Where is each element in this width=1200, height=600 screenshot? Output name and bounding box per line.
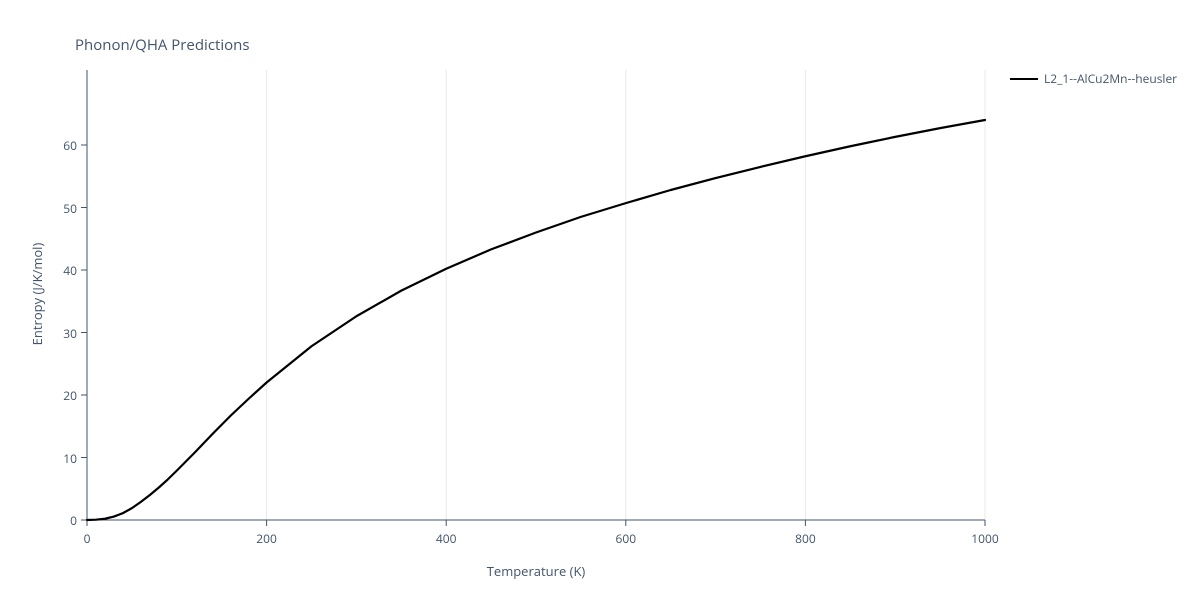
x-tick-label: 800 [790, 530, 820, 547]
x-tick-label: 400 [431, 530, 461, 547]
y-tick-label: 40 [63, 262, 77, 279]
y-tick-label: 0 [70, 512, 77, 529]
chart-plot [0, 0, 1200, 600]
x-tick-label: 600 [611, 530, 641, 547]
x-tick-label: 0 [72, 530, 102, 547]
legend-item: L2_1--AlCu2Mn--heusler [1010, 70, 1177, 87]
legend-series-line [1010, 78, 1038, 80]
x-axis-label: Temperature (K) [466, 562, 606, 580]
y-tick-label: 60 [63, 137, 77, 154]
x-tick-label: 1000 [970, 530, 1000, 547]
x-tick-label: 200 [252, 530, 282, 547]
y-tick-label: 10 [63, 450, 77, 467]
legend-series-label: L2_1--AlCu2Mn--heusler [1044, 70, 1177, 87]
y-tick-label: 50 [63, 200, 77, 217]
y-axis-label: Entropy (J/K/mol) [28, 234, 46, 354]
y-tick-label: 20 [63, 387, 77, 404]
y-tick-label: 30 [63, 325, 77, 342]
